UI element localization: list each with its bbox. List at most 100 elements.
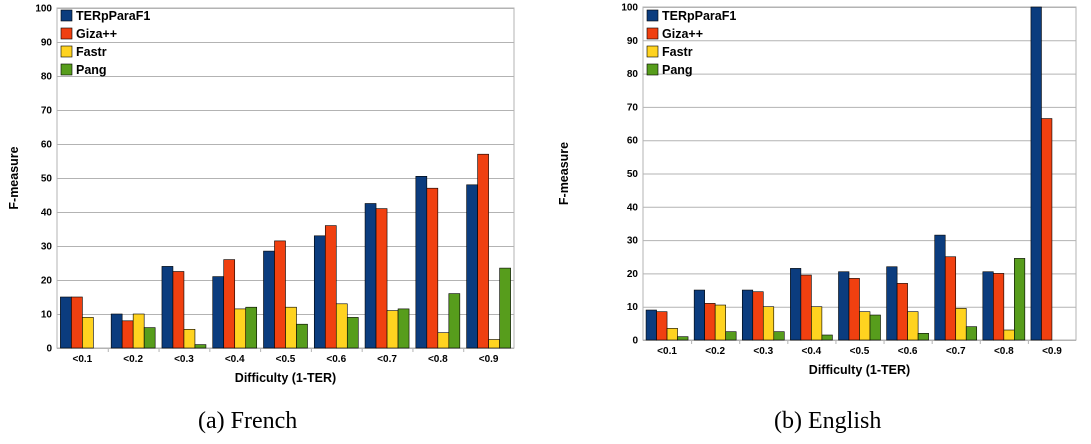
x-tick-label: <0.5 <box>850 346 870 357</box>
bar <box>859 311 871 341</box>
chart-panel-french: 0 10 20 30 40 50 60 70 80 90 100 <0.1 <0.2 <0.3 <0.4 <0… <box>0 0 545 444</box>
x-tick-label: <0.6 <box>326 354 346 365</box>
bar <box>415 176 428 349</box>
x-tick-label: <0.1 <box>73 354 93 365</box>
bar <box>448 293 461 349</box>
x-tick-label: <0.2 <box>123 354 143 365</box>
bar <box>132 313 145 349</box>
bar <box>223 259 236 349</box>
bar <box>917 333 929 341</box>
y-tick-label: 0 <box>46 344 52 355</box>
y-tick-label: 30 <box>627 236 639 247</box>
bar <box>313 235 326 349</box>
bar <box>1014 258 1026 341</box>
legend-swatch <box>60 27 73 40</box>
bar <box>161 266 174 349</box>
bar <box>704 303 716 341</box>
bar <box>346 317 359 349</box>
bar <box>477 153 489 349</box>
bar <box>821 334 833 341</box>
bar <box>886 266 898 341</box>
y-tick-label: 40 <box>41 208 53 219</box>
bar <box>172 271 185 349</box>
bar <box>82 317 94 349</box>
bar <box>896 283 908 341</box>
bar <box>194 344 207 349</box>
y-tick-label: 80 <box>41 72 53 83</box>
bar <box>296 323 308 349</box>
y-tick-label: 100 <box>35 4 52 15</box>
bar <box>183 328 196 349</box>
bar <box>752 291 764 341</box>
x-axis-label: Difficulty (1-TER) <box>235 371 336 385</box>
bar <box>71 296 83 349</box>
y-axis-label: F-measure <box>557 142 571 205</box>
y-tick-label: 90 <box>627 36 639 47</box>
bar <box>838 271 850 341</box>
legend-swatch <box>60 9 73 22</box>
legend-label: TERpParaF1 <box>662 9 736 23</box>
y-tick-label: 0 <box>632 336 638 347</box>
y-tick-label: 30 <box>41 242 53 253</box>
chart-english: 0 10 20 30 40 50 60 70 80 90 100 <0.1 <0.2 <0.3 <0.4 <0… <box>557 3 1077 377</box>
bar <box>335 303 348 349</box>
bar <box>741 289 754 341</box>
bar <box>965 326 978 341</box>
bar <box>60 296 72 349</box>
x-axis-label: Difficulty (1-TER) <box>809 363 910 377</box>
x-tick-label: <0.2 <box>705 346 725 357</box>
bar <box>869 314 881 341</box>
y-tick-label: 60 <box>41 140 53 151</box>
bar <box>386 310 399 349</box>
chart-french: 0 10 20 30 40 50 60 70 80 90 100 <0.1 <0.2 <0.3 <0.4 <0… <box>7 4 515 385</box>
legend-swatch <box>646 63 659 76</box>
chart-panel-english: 0 10 20 30 40 50 60 70 80 90 100 <0.1 <0.2 <0.3 <0.4 <0… <box>546 0 1091 444</box>
bar <box>1030 6 1042 341</box>
x-tick-label: <0.1 <box>657 346 677 357</box>
bar <box>1041 118 1053 341</box>
legend-swatch <box>646 45 659 58</box>
bar <box>907 311 919 341</box>
y-tick-label: 40 <box>627 202 639 213</box>
bar <box>645 309 657 341</box>
bar <box>656 311 668 341</box>
y-tick-label: 10 <box>41 310 53 321</box>
legend-label: Fastr <box>76 45 107 59</box>
bar <box>234 308 247 349</box>
bar <box>982 271 994 341</box>
x-tick-label: <0.7 <box>946 346 966 357</box>
bar <box>143 327 156 349</box>
bar <box>693 289 705 341</box>
y-tick-label: 70 <box>627 102 639 113</box>
y-tick-label: 100 <box>621 3 638 14</box>
legend-label: Giza++ <box>76 27 117 41</box>
x-tick-label: <0.7 <box>377 354 397 365</box>
y-tick-label: 20 <box>41 276 53 287</box>
legend-label: Pang <box>662 63 693 77</box>
x-tick-label: <0.4 <box>802 346 822 357</box>
legend-label: Pang <box>76 63 107 77</box>
bar <box>944 256 957 341</box>
bar <box>324 225 337 349</box>
bar <box>762 306 775 341</box>
bar <box>488 339 500 349</box>
bar <box>790 268 802 341</box>
bar <box>426 187 439 349</box>
x-tick-label: <0.4 <box>225 354 245 365</box>
bar <box>437 332 450 349</box>
y-tick-label: 60 <box>627 136 639 147</box>
bar <box>466 184 478 349</box>
x-tick-label: <0.8 <box>428 354 448 365</box>
bar <box>285 306 297 349</box>
bar <box>800 274 812 341</box>
bar <box>121 320 134 349</box>
bar <box>714 304 726 341</box>
legend-label: Giza++ <box>662 27 703 41</box>
y-tick-label: 80 <box>627 69 639 80</box>
x-tick-label: <0.9 <box>1042 346 1062 357</box>
x-tick-label: <0.3 <box>753 346 773 357</box>
bar <box>725 331 737 341</box>
bar <box>110 313 123 349</box>
x-tick-label: <0.5 <box>276 354 296 365</box>
x-tick-label: <0.3 <box>174 354 194 365</box>
